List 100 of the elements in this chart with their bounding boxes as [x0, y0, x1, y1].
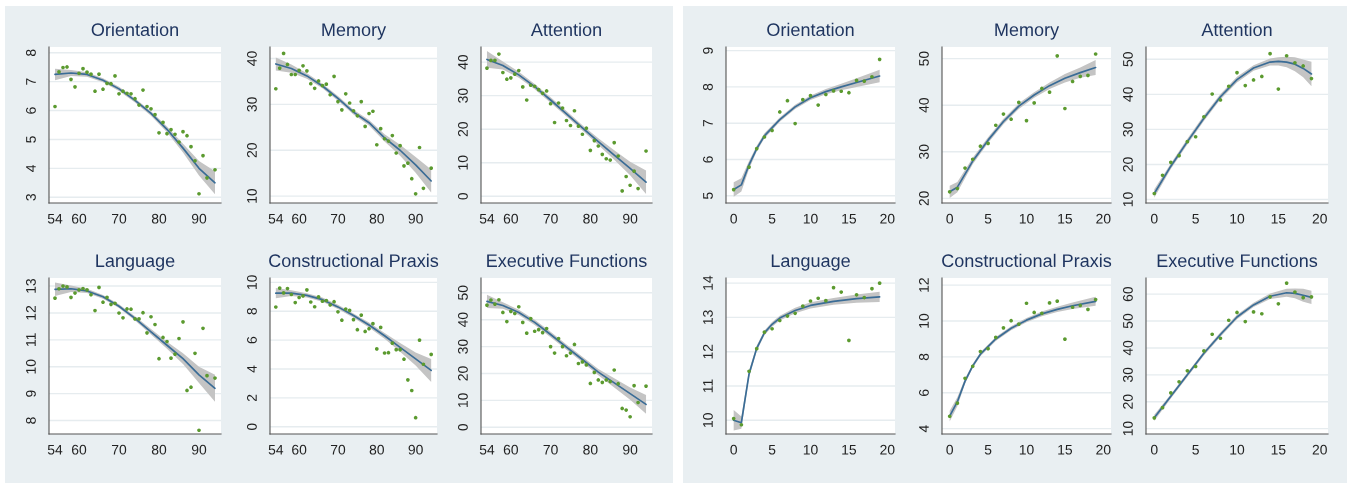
point	[839, 89, 844, 94]
point	[747, 369, 751, 374]
point	[173, 132, 177, 137]
point	[77, 71, 81, 76]
point	[390, 133, 395, 138]
point	[824, 92, 828, 97]
point	[1093, 52, 1098, 56]
chart-title: Constructional Praxis	[942, 253, 1112, 268]
point	[1177, 379, 1181, 384]
y-tick-label: 8	[919, 353, 929, 361]
x-tick-label: 0	[1150, 213, 1158, 224]
point	[620, 406, 625, 411]
chart-title: Executive Functions	[1157, 253, 1318, 268]
point	[632, 169, 636, 173]
point	[947, 414, 952, 419]
point	[1226, 318, 1231, 323]
x-tick-label: 80	[583, 444, 598, 455]
point	[129, 91, 133, 96]
x-tick-label: 15	[1058, 444, 1073, 455]
point	[205, 176, 209, 180]
y-tick-label: 7	[26, 78, 36, 85]
point	[1055, 54, 1060, 58]
point	[53, 296, 57, 301]
x-tick-label: 70	[330, 444, 346, 455]
point	[367, 326, 371, 331]
y-tick-label: 40	[1123, 87, 1133, 102]
point	[53, 104, 57, 109]
point	[169, 356, 173, 360]
x-tick-label: 10	[1230, 444, 1245, 455]
point	[1218, 98, 1223, 102]
point	[406, 378, 410, 382]
point	[516, 68, 521, 73]
x-tick-label: 20	[1312, 213, 1327, 224]
point	[1293, 290, 1297, 294]
point	[145, 104, 149, 109]
point	[73, 85, 77, 89]
point	[762, 330, 767, 335]
point	[343, 91, 348, 96]
point	[273, 305, 278, 309]
point	[596, 144, 601, 148]
point	[978, 144, 983, 149]
point	[497, 297, 501, 302]
y-tick-label: 3	[26, 193, 36, 201]
point	[556, 101, 561, 105]
y-tick-label: 10	[703, 413, 713, 427]
point	[1152, 416, 1157, 420]
y-tick-label: 30	[1123, 122, 1133, 137]
y-tick-label: 8	[26, 49, 36, 57]
point	[85, 288, 89, 292]
point	[1177, 153, 1181, 158]
point	[620, 189, 625, 193]
point	[73, 291, 77, 295]
y-tick-label: 10	[247, 188, 257, 203]
point	[520, 320, 525, 325]
point	[367, 111, 371, 116]
chart-title: Memory	[995, 23, 1060, 40]
point	[181, 129, 185, 134]
y-tick-label: 9	[26, 390, 36, 397]
point	[520, 85, 525, 89]
x-tick-label: 54	[479, 444, 495, 455]
point	[604, 378, 609, 382]
point	[1009, 117, 1013, 122]
point	[1086, 307, 1090, 312]
x-tick-label: 70	[543, 213, 558, 224]
x-tick-label: 15	[842, 444, 857, 455]
point	[359, 313, 364, 317]
point	[169, 127, 173, 132]
point	[970, 364, 975, 369]
point	[117, 311, 121, 315]
y-tick-label: 4	[26, 164, 36, 172]
point	[754, 346, 759, 351]
point	[328, 303, 333, 307]
point	[89, 72, 93, 76]
y-tick-label: 10	[458, 393, 468, 408]
point	[770, 326, 774, 331]
point	[854, 292, 859, 297]
point	[532, 84, 537, 89]
x-tick-label: 70	[543, 444, 558, 455]
point	[1168, 160, 1173, 165]
point	[532, 329, 537, 334]
x-tick-label: 70	[111, 213, 127, 224]
point	[81, 66, 85, 71]
point	[297, 68, 301, 73]
y-tick-label: 0	[458, 192, 468, 200]
point	[600, 152, 605, 157]
y-tick-label: 10	[247, 275, 257, 289]
point	[305, 69, 309, 73]
point	[584, 363, 589, 367]
point	[1152, 191, 1157, 196]
chart-title: Orientation	[767, 22, 854, 37]
point	[986, 141, 990, 146]
point	[340, 318, 344, 323]
point	[402, 164, 406, 168]
x-tick-label: 20	[880, 444, 895, 455]
point	[548, 101, 553, 106]
point	[485, 303, 489, 307]
point	[1276, 87, 1281, 91]
point	[800, 304, 805, 308]
point	[1309, 294, 1314, 299]
point	[1001, 326, 1006, 330]
